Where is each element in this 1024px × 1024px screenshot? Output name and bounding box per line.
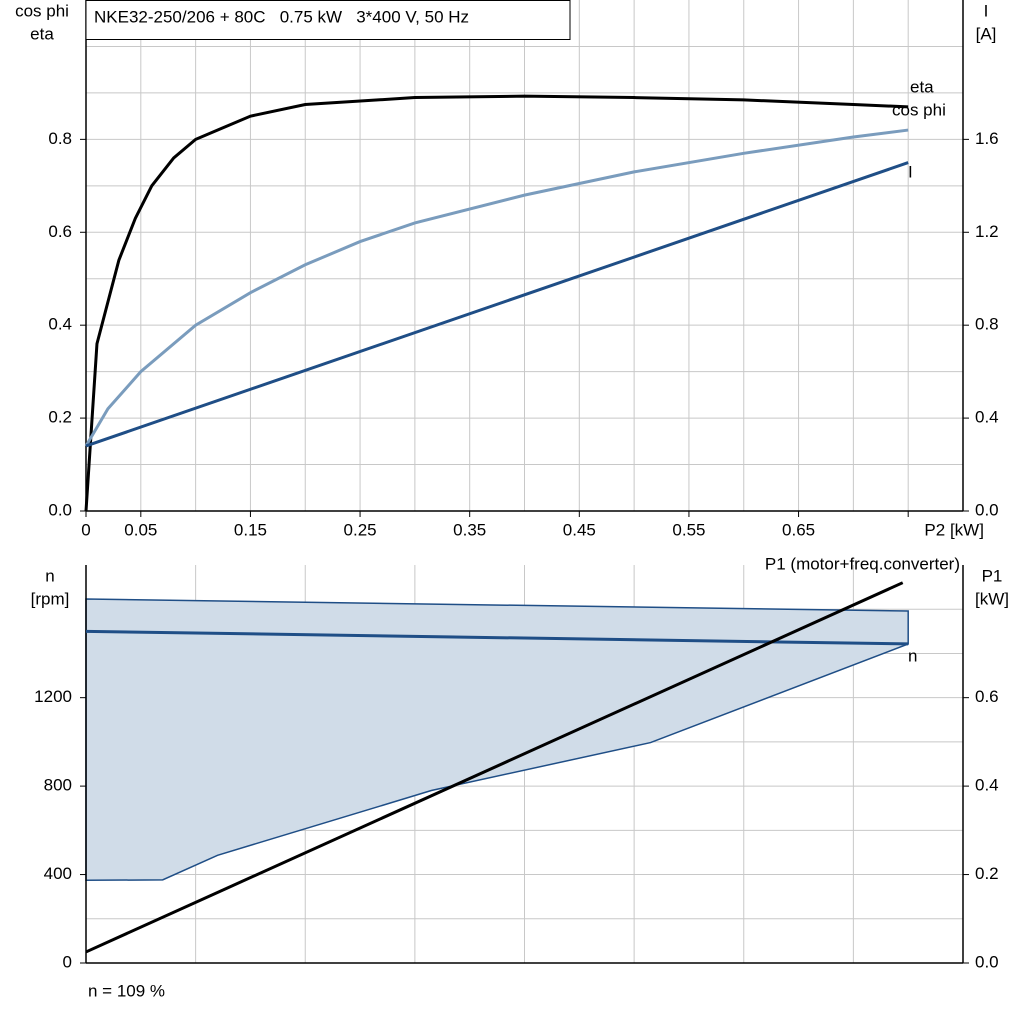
y-axis-label: n <box>45 566 54 585</box>
x-tick-label: 0.15 <box>234 520 267 539</box>
y-tick-label: 0.4 <box>48 315 72 334</box>
series-label: eta <box>910 77 934 96</box>
series-line <box>84 128 909 447</box>
y2-tick-label: 0.4 <box>975 408 999 427</box>
y-tick-label: 0.8 <box>48 129 72 148</box>
y2-tick-label: 0.8 <box>975 315 999 334</box>
y2-tick-label: 0.0 <box>975 952 999 971</box>
x-tick-label: 0.55 <box>672 520 705 539</box>
annotation: n = 109 % <box>88 981 165 1000</box>
series-line <box>84 94 909 512</box>
x-tick-label: P2 [kW] <box>924 520 984 539</box>
chart-title: NKE32-250/206 + 80C 0.75 kW 3*400 V, 50 … <box>94 7 469 26</box>
y2-axis-label: I <box>984 1 989 20</box>
y-tick-label: 800 <box>44 776 72 795</box>
y-tick-label: 0 <box>63 952 72 971</box>
series-label: cos phi <box>892 100 946 119</box>
y2-tick-label: 0.2 <box>975 864 999 883</box>
title-box <box>85 0 571 40</box>
series-label: I <box>908 162 913 181</box>
series-label: n <box>908 646 917 665</box>
y-axis-label: cos phi <box>15 1 69 20</box>
series-label: P1 (motor+freq.converter) <box>765 554 960 573</box>
range-area <box>85 598 909 882</box>
y-tick-label: 0.6 <box>48 222 72 241</box>
y2-tick-label: 1.2 <box>975 222 999 241</box>
x-tick-label: 0.35 <box>453 520 486 539</box>
x-tick-label: 0.25 <box>344 520 377 539</box>
series-line <box>85 161 909 448</box>
y-tick-label: 0.0 <box>48 500 72 519</box>
y2-tick-label: 0.6 <box>975 687 999 706</box>
y2-tick-label: 1.6 <box>975 129 999 148</box>
y2-tick-label: 0.0 <box>975 500 999 519</box>
y2-axis-label: [A] <box>976 24 997 43</box>
y-tick-label: 0.2 <box>48 408 72 427</box>
x-tick-label: 0.45 <box>563 520 596 539</box>
x-tick-label: 0 <box>81 520 90 539</box>
y-tick-label: 1200 <box>34 687 72 706</box>
y-axis-label: [rpm] <box>31 589 70 608</box>
y2-tick-label: 0.4 <box>975 776 999 795</box>
x-tick-label: 0.65 <box>782 520 815 539</box>
x-tick-label: 0.05 <box>124 520 157 539</box>
series-line <box>85 581 904 954</box>
y2-axis-label: P1 <box>982 566 1003 585</box>
y-tick-label: 400 <box>44 864 72 883</box>
y-axis-label: eta <box>30 24 54 43</box>
y2-axis-label: [kW] <box>975 589 1009 608</box>
